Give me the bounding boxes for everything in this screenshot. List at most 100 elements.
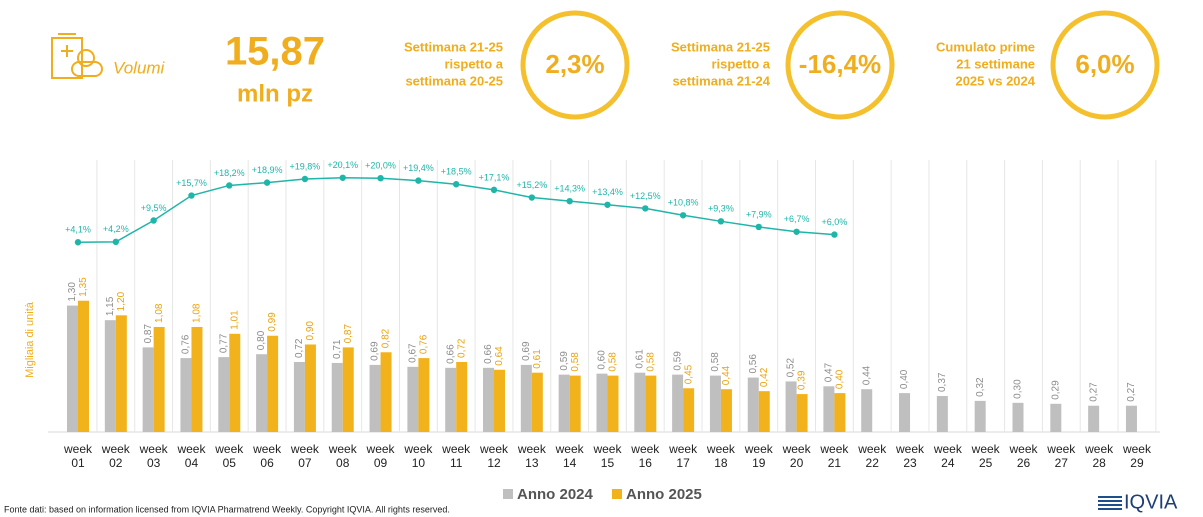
data-label: 0,69 — [521, 341, 532, 361]
line-point — [642, 205, 649, 212]
x-tick-label: week 24 — [933, 442, 962, 470]
x-tick-label: week 08 — [328, 442, 357, 470]
x-tick-label: week 15 — [593, 442, 622, 470]
x-tick-label: week 26 — [1009, 442, 1038, 470]
bar — [191, 326, 203, 432]
data-label: 1,01 — [229, 310, 240, 330]
data-label: 0,59 — [672, 351, 683, 371]
data-label: 1,35 — [78, 277, 89, 297]
x-tick-label: week 22 — [858, 442, 887, 470]
x-tick-label: week 10 — [404, 442, 433, 470]
line-point — [679, 212, 687, 219]
bar — [229, 333, 241, 432]
data-label: 1,15 — [105, 296, 116, 316]
bar — [974, 400, 986, 432]
line-point — [339, 174, 346, 181]
data-label: 0,72 — [456, 338, 467, 358]
x-tick-label: week 25 — [971, 442, 1000, 470]
card-circle — [520, 10, 630, 120]
bar — [153, 326, 165, 432]
bar — [531, 372, 543, 432]
data-label: +6,7% — [784, 214, 810, 224]
data-label: 0,64 — [494, 346, 505, 366]
data-label: 0,58 — [570, 352, 581, 372]
legend-swatch — [612, 489, 622, 499]
bar — [823, 386, 835, 432]
line-point — [453, 181, 460, 188]
bar — [445, 367, 457, 432]
data-label: +20,0% — [365, 161, 396, 171]
card-label: Cumulato prime — [936, 39, 1035, 54]
line-point — [490, 186, 498, 194]
card-label: Settimana 21-25 — [404, 39, 503, 54]
bar — [331, 362, 343, 432]
data-label: 0,58 — [645, 352, 656, 372]
data-label: +9,5% — [141, 203, 167, 213]
logo: IQVIA — [1124, 491, 1178, 513]
line-point — [188, 192, 195, 199]
bar — [1125, 405, 1137, 432]
data-label: +19,8% — [290, 161, 321, 171]
data-label: 0,82 — [381, 328, 392, 348]
data-label: 0,52 — [786, 358, 797, 378]
line-point — [226, 182, 233, 189]
card-label: Settimana 21-25 — [671, 39, 770, 54]
line-point — [528, 194, 536, 201]
card-label: settimana 21-24 — [672, 73, 770, 88]
bar — [494, 369, 506, 432]
data-label: +19,4% — [403, 163, 434, 173]
x-tick-label: week 23 — [896, 442, 925, 470]
line-point — [263, 179, 271, 186]
data-label: +17,1% — [479, 172, 510, 182]
data-label: 0,61 — [634, 349, 645, 369]
bar — [369, 364, 381, 432]
card-value: 6,0% — [1075, 49, 1134, 79]
line-point — [793, 228, 800, 235]
bar — [342, 347, 354, 432]
bar — [672, 374, 684, 432]
data-label: 0,77 — [218, 333, 229, 353]
bar — [683, 388, 695, 432]
data-label: 0,90 — [305, 321, 316, 341]
x-tick-label: week 18 — [706, 442, 735, 470]
data-label: 0,80 — [256, 330, 267, 350]
logo-mark — [1098, 496, 1122, 510]
data-label: 0,58 — [608, 352, 619, 372]
line-point — [150, 217, 157, 224]
line-point — [604, 201, 611, 208]
data-label: 0,61 — [532, 349, 543, 369]
data-label: 0,87 — [143, 323, 154, 343]
data-label: 0,40 — [899, 369, 910, 389]
x-tick-label: week 09 — [366, 442, 395, 470]
x-tick-label: week 01 — [63, 442, 92, 470]
data-label: 0,99 — [267, 312, 278, 332]
card-label: settimana 20-25 — [405, 73, 503, 88]
data-label: +15,7% — [176, 178, 207, 188]
bar — [645, 375, 657, 432]
bar — [834, 393, 846, 432]
data-label: 1,08 — [192, 303, 203, 323]
bar — [936, 396, 948, 432]
data-label: +20,1% — [327, 160, 358, 170]
data-label: 0,47 — [824, 362, 835, 382]
data-label: 0,58 — [710, 352, 721, 372]
line-point — [755, 223, 762, 231]
x-tick-label: week 13 — [517, 442, 546, 470]
bar — [1088, 405, 1100, 432]
bar — [796, 394, 808, 432]
data-label: 0,27 — [1088, 382, 1099, 402]
x-tick-label: week 19 — [744, 442, 773, 470]
data-label: +18,5% — [441, 167, 472, 177]
bar — [558, 374, 570, 432]
data-label: 0,76 — [181, 334, 192, 354]
data-label: +13,4% — [592, 187, 623, 197]
data-label: +6,0% — [822, 217, 848, 227]
line-point — [74, 239, 82, 246]
data-label: 0,56 — [748, 354, 759, 374]
x-tick-label: week 27 — [1047, 442, 1076, 470]
bar — [78, 300, 89, 432]
bar — [256, 354, 268, 432]
line-point — [566, 197, 573, 205]
